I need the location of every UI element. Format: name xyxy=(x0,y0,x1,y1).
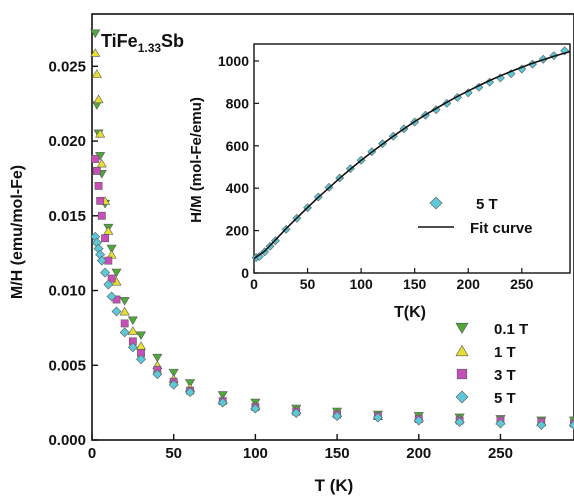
legend-label: 5 T xyxy=(494,390,516,407)
main-series-3 xyxy=(90,231,574,430)
main-point xyxy=(107,274,116,283)
main-x-tick-label: 250 xyxy=(488,445,513,462)
inset-x-tick-label: 100 xyxy=(349,276,373,292)
inset-y-axis-label: H/M (mol-Fe/emu) xyxy=(188,97,205,223)
inset-y-tick-label: 0 xyxy=(241,265,249,281)
annotation-base: TiFe xyxy=(101,31,138,51)
main-point xyxy=(152,353,163,363)
main-point xyxy=(103,279,114,290)
main-point xyxy=(413,415,424,426)
main-y-tick-label: 0.015 xyxy=(48,208,86,225)
inset-y-tick-label: 800 xyxy=(226,95,250,111)
main-point xyxy=(96,255,107,266)
main-y-tick-label: 0.020 xyxy=(48,133,86,150)
main-y-tick-label: 0.010 xyxy=(48,283,86,300)
inset-y-tick-label: 1000 xyxy=(218,53,249,69)
main-point xyxy=(332,411,343,422)
inset-plot: 0 50 100 150 200 250 0 200 400 600 800 1000 T(K) H/M … xyxy=(188,43,571,321)
main-point xyxy=(135,331,147,341)
annotation-suffix: Sb xyxy=(161,31,184,51)
main-point xyxy=(100,267,110,278)
main-point xyxy=(103,226,114,235)
legend-marker xyxy=(455,390,469,404)
inset-point xyxy=(254,252,264,261)
main-point xyxy=(168,379,179,390)
main-point xyxy=(93,167,101,175)
main-point xyxy=(119,327,130,338)
main-x-tick-label: 50 xyxy=(165,445,182,462)
inset-legend-label: Fit curve xyxy=(470,220,533,237)
main-point xyxy=(119,306,130,316)
inset-x-tick-label: 50 xyxy=(300,276,316,292)
main-point xyxy=(106,244,117,254)
inset-legend: 5 T Fit curve xyxy=(418,196,533,237)
main-point xyxy=(120,319,129,328)
legend-marker xyxy=(456,368,468,380)
legend-marker xyxy=(455,322,469,334)
main-point xyxy=(119,297,130,306)
inset-x-axis-label: T(K) xyxy=(394,304,426,321)
main-point xyxy=(94,181,103,190)
legend-label: 0.1 T xyxy=(494,321,528,338)
compound-annotation: TiFe1.33Sb xyxy=(101,31,184,55)
inset-y-tick-label: 600 xyxy=(226,138,250,154)
main-point xyxy=(136,354,146,365)
main-y-tick-label: 0.005 xyxy=(48,357,86,374)
main-point xyxy=(90,29,101,39)
main-point xyxy=(135,341,147,350)
inset-axes-frame xyxy=(253,43,571,274)
main-point xyxy=(152,369,163,380)
main-axes-frame xyxy=(91,13,574,441)
main-point xyxy=(127,342,138,353)
inset-y-tick-label: 400 xyxy=(226,180,250,196)
inset-x-tick-label: 200 xyxy=(457,276,481,292)
main-point xyxy=(97,211,106,220)
main-point xyxy=(536,420,547,430)
legend-label: 1 T xyxy=(494,344,516,361)
main-point xyxy=(495,418,506,429)
main-point xyxy=(569,420,574,430)
main-y-tick-label: 0.025 xyxy=(48,58,86,75)
main-plot: 0 50 100 150 200 250 0.000 0.005 0.010 0.015 0.020… xyxy=(9,13,574,495)
main-y-tick-label: 0.000 xyxy=(48,432,86,449)
inset-x-tick-label: 150 xyxy=(403,276,427,292)
main-point xyxy=(250,403,261,414)
inset-x-tick-label: 250 xyxy=(510,276,534,292)
main-point xyxy=(90,48,101,57)
main-point xyxy=(106,291,117,302)
legend-marker xyxy=(455,345,469,357)
main-point xyxy=(91,69,102,78)
inset-fit-curve xyxy=(253,50,571,260)
main-point xyxy=(454,417,465,427)
main-point xyxy=(96,158,107,168)
annotation-subscript: 1.33 xyxy=(138,41,162,55)
inset-legend-label: 5 T xyxy=(476,196,498,213)
inset-legend-marker xyxy=(429,196,443,210)
main-point xyxy=(168,368,179,378)
main-point xyxy=(95,128,106,138)
main-point xyxy=(185,387,195,398)
main-x-tick-label: 150 xyxy=(325,445,350,462)
main-point xyxy=(111,306,122,317)
main-point xyxy=(101,234,109,243)
main-x-tick-label: 100 xyxy=(243,445,268,462)
main-point xyxy=(217,397,228,408)
main-point xyxy=(291,408,302,419)
main-point xyxy=(91,155,100,163)
main-point xyxy=(373,412,383,423)
main-point xyxy=(127,326,138,335)
main-legend: 0.1 T 1 T 3 T 5 T xyxy=(455,321,528,407)
main-x-axis-label: T (K) xyxy=(315,476,354,495)
main-x-tick-label: 200 xyxy=(406,445,431,462)
main-y-axis-label: M/H (emu/mol-Fe) xyxy=(9,165,26,299)
inset-x-tick-label: 0 xyxy=(250,276,258,292)
legend-label: 3 T xyxy=(494,367,516,384)
main-x-tick-label: 0 xyxy=(88,445,96,462)
main-point xyxy=(127,316,138,326)
main-point xyxy=(111,268,122,278)
main-point xyxy=(93,94,104,104)
inset-y-tick-label: 200 xyxy=(226,223,250,239)
main-point xyxy=(96,196,105,205)
